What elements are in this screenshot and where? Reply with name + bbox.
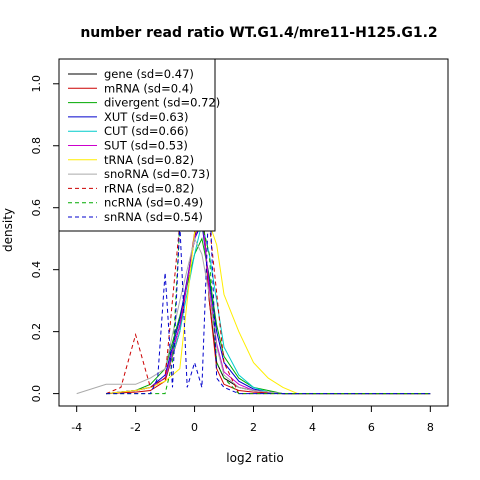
legend: gene (sd=0.47)mRNA (sd=0.4)divergent (sd… xyxy=(58,58,220,232)
legend-label-rrna: rRNA (sd=0.82) xyxy=(104,181,194,195)
y-tick-label: 1.0 xyxy=(30,75,43,93)
legend-label-gene: gene (sd=0.47) xyxy=(104,67,194,81)
series-line-cut xyxy=(106,223,431,395)
series-line-ncrna xyxy=(106,206,431,395)
y-tick-label: 0.4 xyxy=(30,261,43,279)
legend-label-cut: CUT (sd=0.66) xyxy=(104,124,189,138)
series-line-trna xyxy=(106,222,431,395)
legend-label-xut: XUT (sd=0.63) xyxy=(104,110,188,124)
x-tick-label: 6 xyxy=(368,421,375,434)
chart-title: number read ratio WT.G1.4/mre11-H125.G1.… xyxy=(80,25,437,41)
series-line-sut xyxy=(106,213,431,395)
legend-label-mrna: mRNA (sd=0.4) xyxy=(104,81,194,95)
legend-label-divergent: divergent (sd=0.72) xyxy=(104,96,220,110)
legend-label-trna: tRNA (sd=0.82) xyxy=(104,153,194,167)
series-line-xut xyxy=(106,221,431,395)
legend-label-snorna: snoRNA (sd=0.73) xyxy=(104,167,210,181)
x-tick-label: 8 xyxy=(427,421,434,434)
series-line-divergent xyxy=(106,237,431,395)
legend-label-sut: SUT (sd=0.53) xyxy=(104,139,188,153)
series-line-rrna xyxy=(106,213,431,395)
x-tick-label: 4 xyxy=(309,421,316,434)
legend-label-ncrna: ncRNA (sd=0.49) xyxy=(104,196,203,210)
legend-label-snrna: snRNA (sd=0.54) xyxy=(104,210,203,224)
y-tick-label: 0.6 xyxy=(30,199,43,217)
series-line-snorna xyxy=(76,237,431,395)
x-tick-label: 0 xyxy=(191,421,198,434)
x-axis-label: log2 ratio xyxy=(226,451,283,465)
y-tick-label: 0.2 xyxy=(30,323,43,341)
x-tick-label: -4 xyxy=(71,421,82,434)
y-axis-label: density xyxy=(1,208,15,252)
y-tick-label: 0.8 xyxy=(30,137,43,155)
y-tick-label: 0.0 xyxy=(30,385,43,403)
x-tick-label: 2 xyxy=(250,421,257,434)
x-tick-label: -2 xyxy=(130,421,141,434)
